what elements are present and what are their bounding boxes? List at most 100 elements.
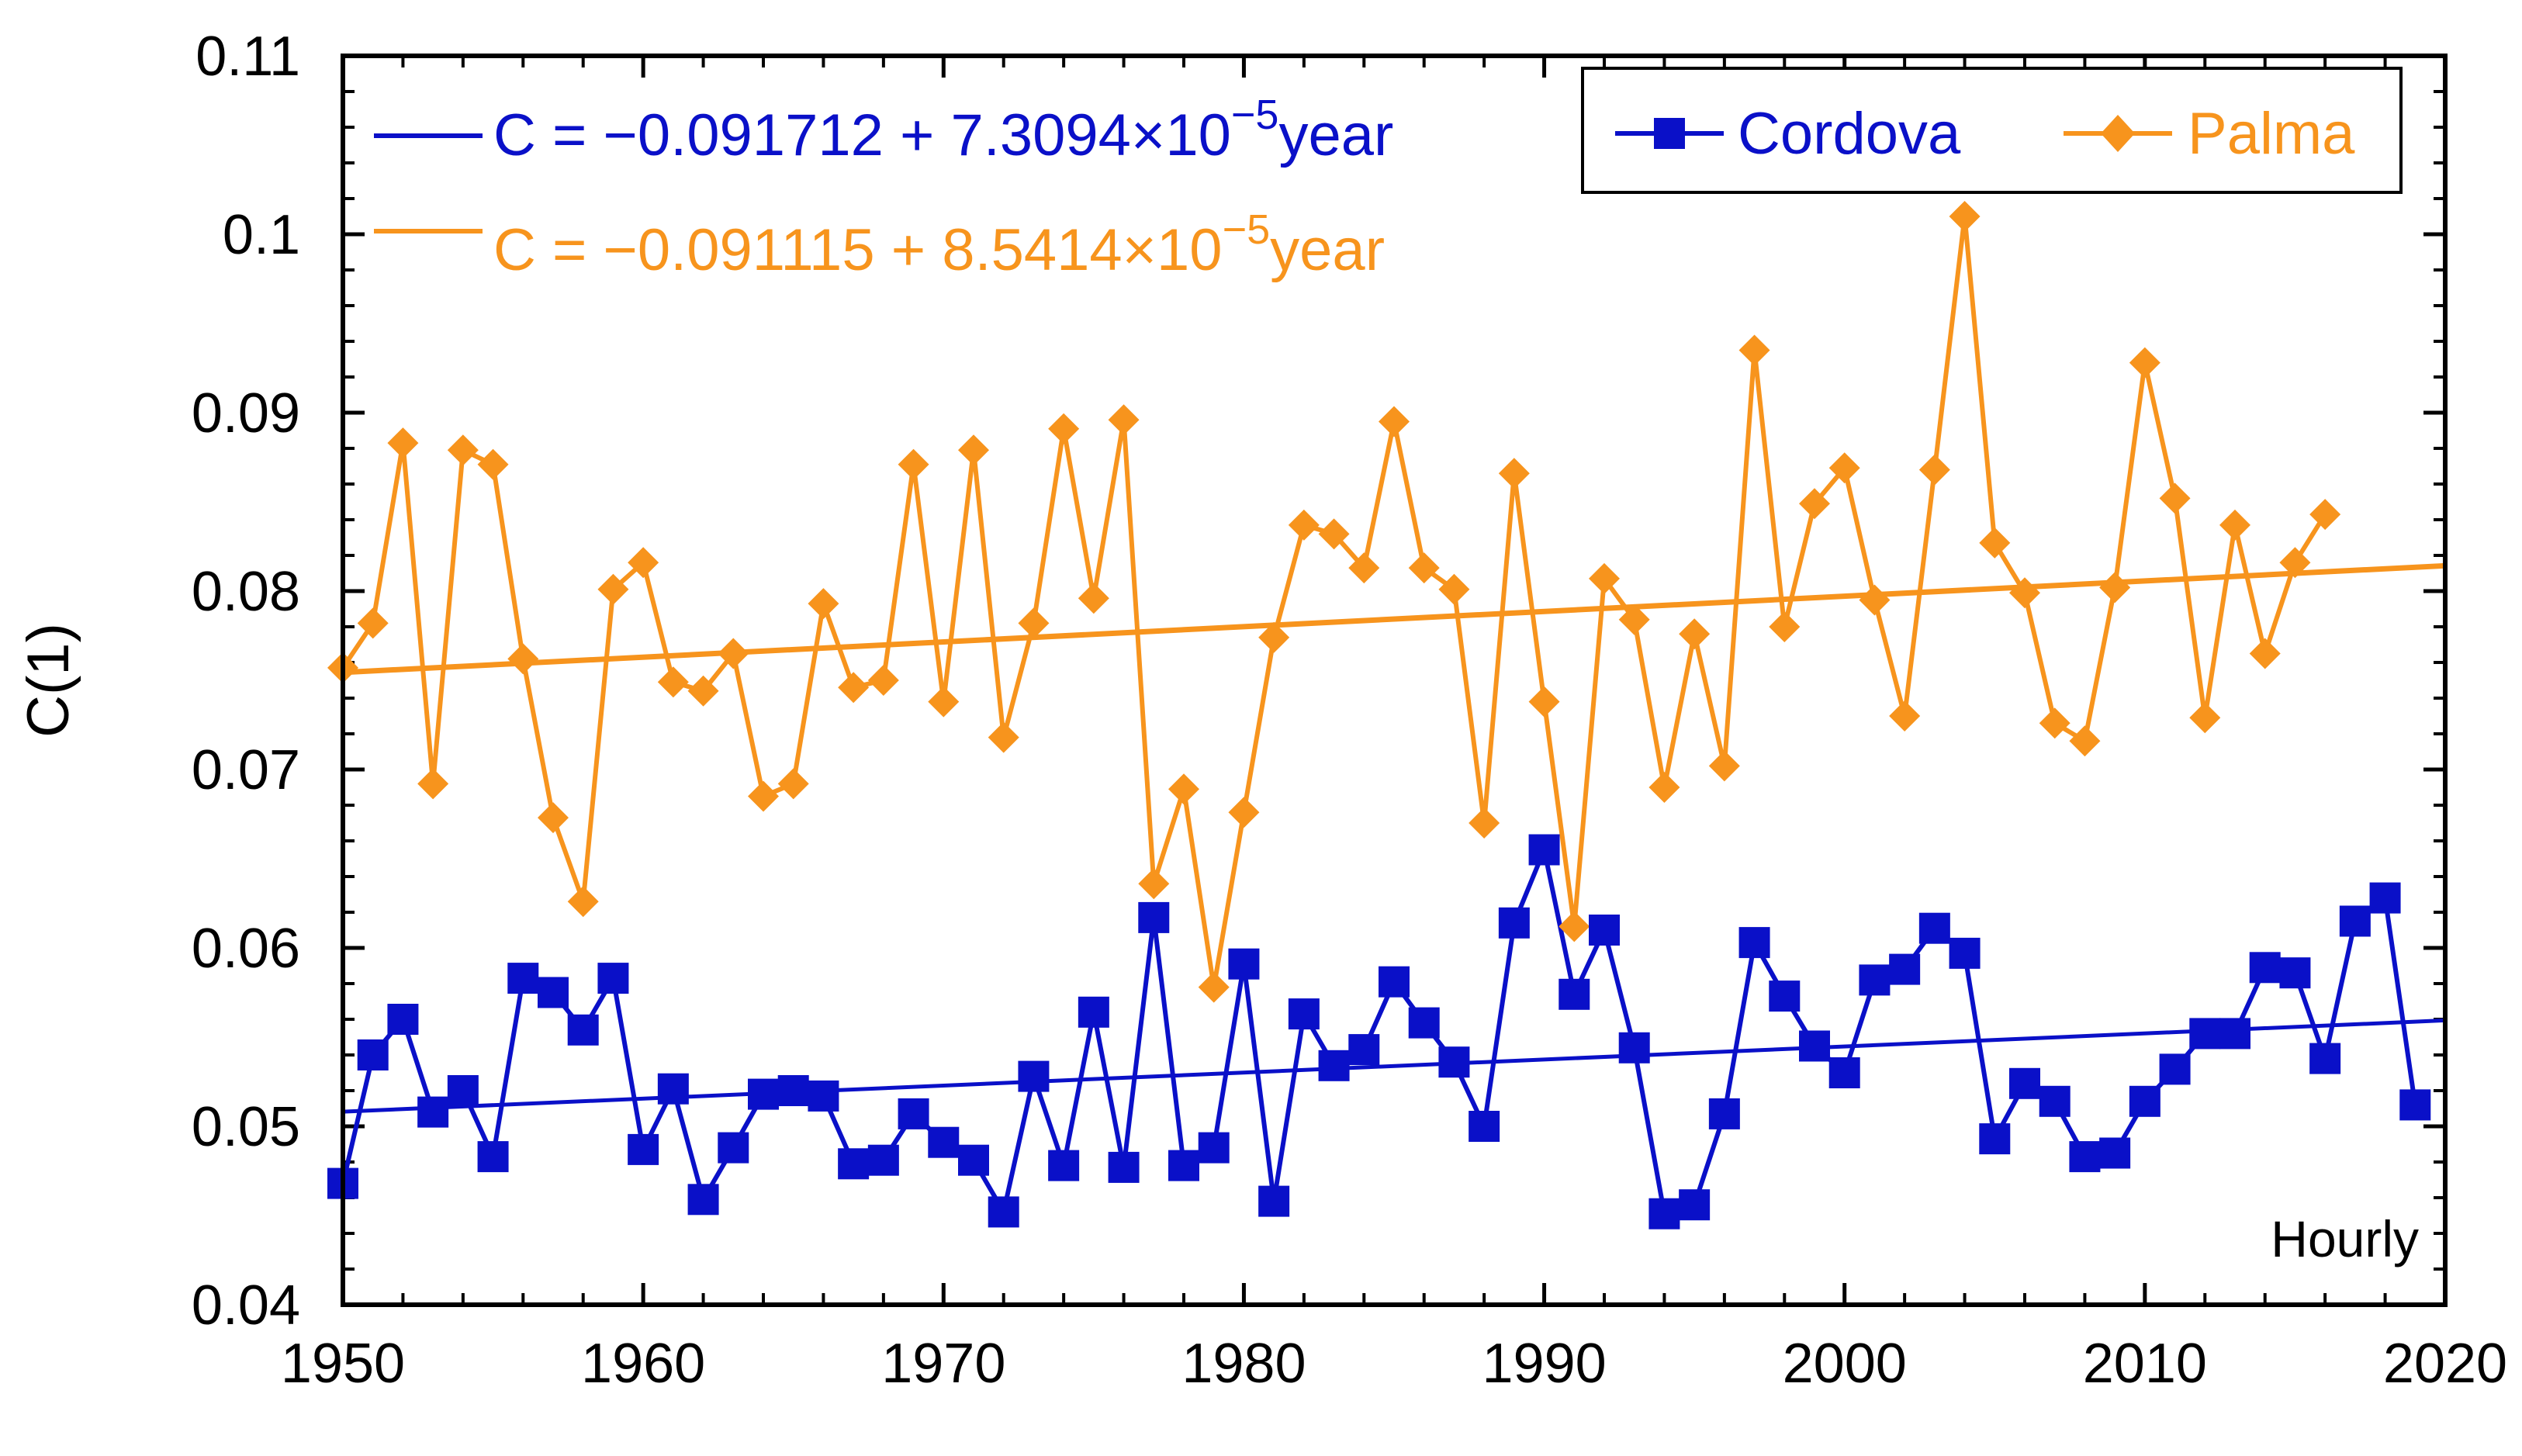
y-axis-title: C(1) (16, 623, 81, 738)
data-point-cordova (1018, 1060, 1050, 1092)
data-point-cordova (1648, 1198, 1680, 1229)
y-tick-label: 0.04 (192, 1274, 300, 1337)
data-point-palma (1559, 911, 1590, 942)
y-tick-label: 0.07 (192, 739, 300, 801)
data-point-cordova (1438, 1046, 1470, 1078)
data-point-cordova (1258, 1185, 1290, 1217)
data-point-palma (657, 666, 689, 698)
data-point-palma (2159, 482, 2191, 514)
data-point-palma (1618, 603, 1650, 635)
data-point-cordova (387, 1004, 419, 1035)
legend-marker-palma (2101, 115, 2135, 152)
x-tick-label: 2000 (1783, 1333, 1907, 1395)
trend-lines (342, 562, 2446, 1114)
data-point-palma (718, 638, 749, 669)
data-point-palma (777, 768, 809, 800)
plot-frame (341, 54, 2448, 1307)
legend-entry-palma: Palma (2064, 101, 2355, 167)
data-point-cordova (1168, 1150, 1199, 1181)
x-tick-label: 1950 (281, 1333, 405, 1395)
y-tick-label: 0.1 (223, 204, 300, 266)
series-line-cordova (341, 847, 2418, 1216)
data-point-cordova (507, 963, 539, 994)
x-tick-label: 1980 (1181, 1333, 1306, 1395)
data-point-palma (2219, 509, 2250, 541)
x-tick-label: 1960 (581, 1333, 705, 1395)
data-point-palma (2309, 499, 2341, 531)
data-point-cordova (657, 1073, 689, 1105)
data-point-cordova (1708, 1098, 1740, 1129)
data-point-cordova (1078, 996, 1109, 1028)
fit-equation-palma: C = −0.091115 + 8.5414×10−5year (374, 206, 1385, 283)
data-point-palma (1168, 773, 1199, 805)
fit-equation-cordova: C = −0.091712 + 7.3094×10−5year (374, 92, 1393, 168)
data-point-palma (2099, 572, 2131, 603)
data-point-palma (1108, 404, 1140, 436)
data-point-palma (1228, 797, 1260, 828)
trend-line-palma (342, 562, 2446, 676)
data-point-palma (538, 802, 569, 834)
data-point-cordova (867, 1144, 899, 1176)
fit-equation-exponent: −5 (1231, 92, 1279, 138)
data-point-cordova (2129, 1085, 2160, 1117)
data-point-palma (628, 547, 659, 579)
data-point-cordova (1228, 948, 1260, 980)
data-point-cordova (1889, 953, 1921, 985)
data-point-cordova (1559, 978, 1590, 1010)
data-point-cordova (2219, 1018, 2250, 1050)
data-point-cordova (1799, 1030, 1830, 1062)
data-point-palma (1078, 583, 1109, 614)
data-point-palma (1828, 452, 1860, 484)
data-point-palma (447, 434, 479, 466)
data-point-palma (1258, 621, 1290, 653)
data-point-cordova (838, 1148, 870, 1180)
data-point-palma (1949, 201, 1981, 232)
data-point-palma (1528, 686, 1560, 718)
data-point-palma (2249, 638, 2281, 669)
data-point-palma (958, 434, 989, 466)
fit-equation-text: C = −0.091115 + 8.5414×10 (493, 217, 1223, 283)
x-tick-label: 1990 (1482, 1333, 1606, 1395)
data-point-cordova (988, 1196, 1019, 1228)
data-point-cordova (2159, 1053, 2191, 1085)
data-point-cordova (1288, 998, 1320, 1030)
data-point-palma (1979, 527, 2011, 559)
data-point-palma (1138, 868, 1170, 900)
data-point-cordova (898, 1098, 929, 1129)
data-point-cordova (1318, 1050, 1350, 1081)
legend-entry-cordova: Cordova (1615, 101, 1961, 167)
legend-label-palma: Palma (2188, 101, 2355, 167)
data-point-palma (2279, 547, 2311, 579)
data-point-palma (357, 607, 389, 639)
data-point-palma (1679, 618, 1711, 650)
data-point-palma (1288, 509, 1320, 541)
data-point-cordova (2069, 1141, 2101, 1173)
data-point-palma (1859, 584, 1891, 616)
data-point-palma (1918, 454, 1950, 486)
data-point-cordova (628, 1133, 659, 1165)
data-point-palma (2039, 707, 2071, 739)
data-point-cordova (1348, 1034, 1380, 1066)
data-point-cordova (1859, 964, 1891, 996)
data-point-palma (867, 665, 899, 696)
y-tick-label: 0.05 (192, 1096, 300, 1158)
data-point-palma (1438, 573, 1470, 605)
data-point-cordova (1408, 1007, 1440, 1039)
data-point-cordova (1469, 1111, 1500, 1142)
data-point-cordova (2309, 1043, 2341, 1074)
data-point-palma (1348, 552, 1380, 584)
data-point-cordova (1679, 1189, 1711, 1221)
data-point-palma (1048, 413, 1080, 444)
data-point-palma (1379, 406, 1410, 437)
data-point-cordova (2189, 1018, 2221, 1050)
data-point-cordova (2249, 952, 2281, 984)
fit-equation-text: C = −0.091712 + 7.3094×10 (493, 102, 1231, 168)
legend-box (1581, 67, 2403, 194)
data-point-palma (1708, 750, 1740, 782)
legend-marker-cordova (1654, 118, 1685, 149)
data-point-cordova (538, 977, 569, 1008)
data-point-palma (928, 686, 960, 718)
fit-equation-suffix: year (1278, 102, 1393, 168)
data-point-cordova (1048, 1150, 1080, 1181)
